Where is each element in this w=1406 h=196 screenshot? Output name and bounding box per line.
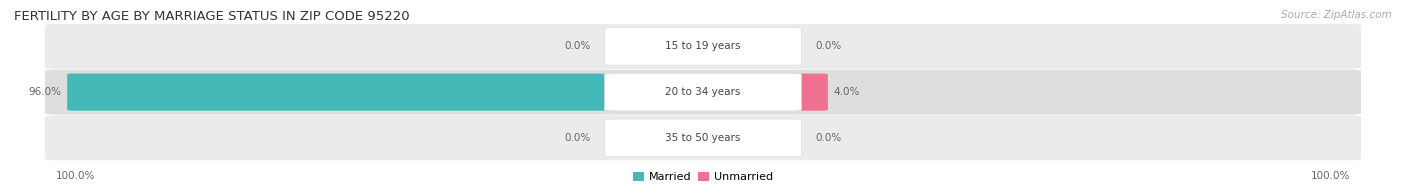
Text: 100.0%: 100.0% — [1310, 171, 1350, 181]
Text: FERTILITY BY AGE BY MARRIAGE STATUS IN ZIP CODE 95220: FERTILITY BY AGE BY MARRIAGE STATUS IN Z… — [14, 10, 409, 23]
Text: 0.0%: 0.0% — [815, 41, 842, 51]
Text: 0.0%: 0.0% — [815, 133, 842, 143]
Text: Source: ZipAtlas.com: Source: ZipAtlas.com — [1281, 10, 1392, 20]
Legend: Married, Unmarried: Married, Unmarried — [628, 167, 778, 187]
FancyBboxPatch shape — [45, 70, 1361, 115]
Text: 35 to 50 years: 35 to 50 years — [665, 133, 741, 143]
Text: 4.0%: 4.0% — [834, 87, 860, 97]
Text: 96.0%: 96.0% — [28, 87, 62, 97]
FancyBboxPatch shape — [45, 115, 1361, 160]
FancyBboxPatch shape — [794, 74, 828, 111]
FancyBboxPatch shape — [45, 24, 1361, 69]
Text: 20 to 34 years: 20 to 34 years — [665, 87, 741, 97]
FancyBboxPatch shape — [605, 73, 801, 111]
FancyBboxPatch shape — [67, 74, 612, 111]
FancyBboxPatch shape — [605, 28, 801, 65]
Text: 100.0%: 100.0% — [56, 171, 96, 181]
Text: 15 to 19 years: 15 to 19 years — [665, 41, 741, 51]
Text: 0.0%: 0.0% — [564, 133, 591, 143]
Text: 0.0%: 0.0% — [564, 41, 591, 51]
FancyBboxPatch shape — [605, 119, 801, 157]
